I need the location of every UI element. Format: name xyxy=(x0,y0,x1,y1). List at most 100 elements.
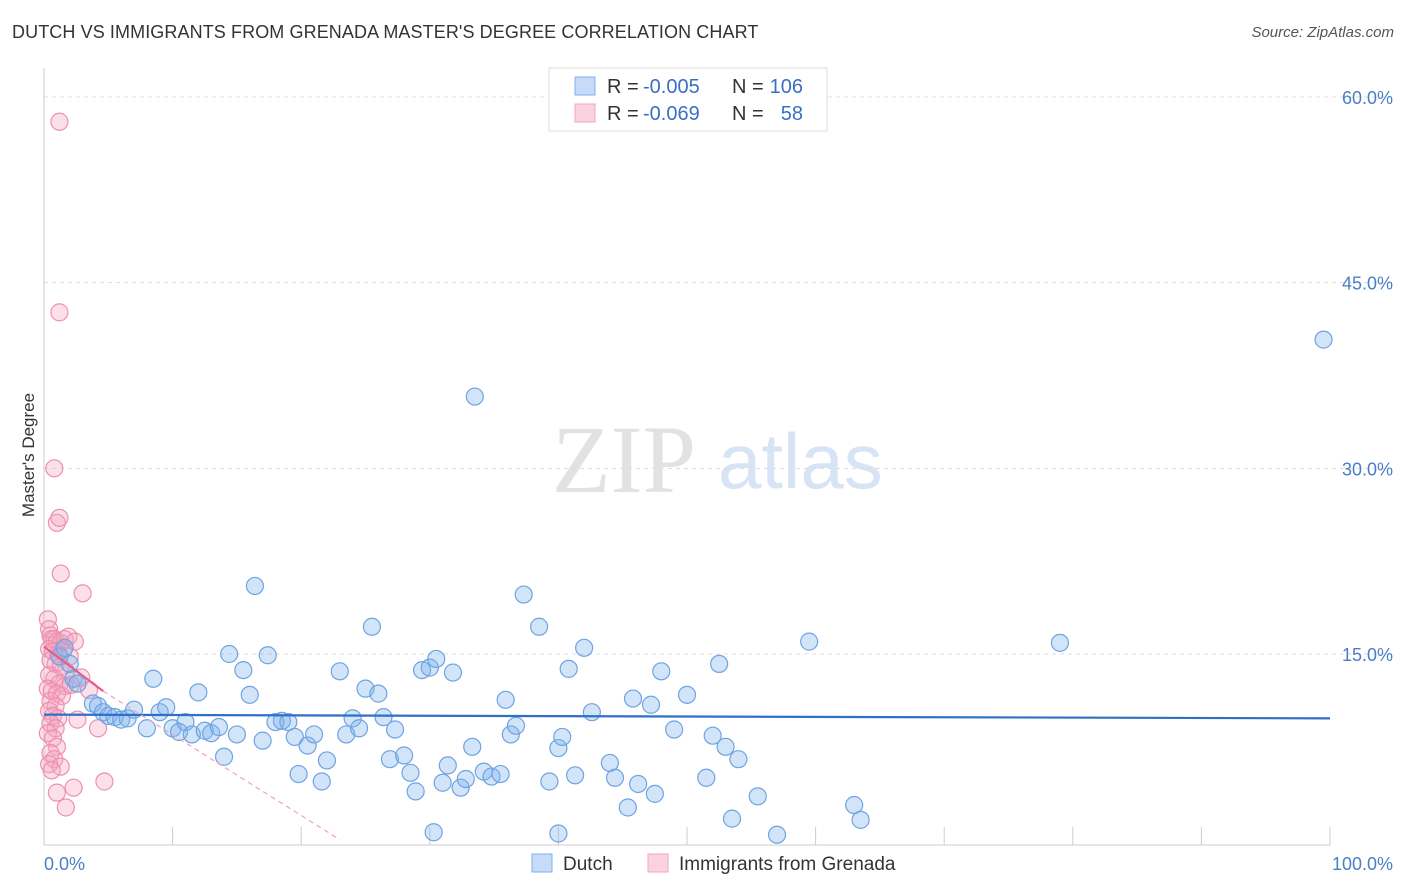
dutch-point-34 xyxy=(272,711,292,730)
dutch-point-37 xyxy=(289,764,308,784)
dutch-point-88 xyxy=(665,720,684,739)
dutch-point-38 xyxy=(298,736,317,755)
dutch-point-101 xyxy=(1314,330,1333,349)
grenada-point-47 xyxy=(51,757,70,776)
dutch-point-58 xyxy=(433,773,452,792)
dutch-point-75 xyxy=(553,727,572,747)
dutch-point-97 xyxy=(800,632,819,651)
grenada-point-54 xyxy=(88,719,108,738)
dutch-point-4 xyxy=(68,674,87,693)
dutch-point-77 xyxy=(566,766,585,785)
source-label: Source: ZipAtlas.com xyxy=(1251,24,1394,41)
dutch-point-82 xyxy=(618,798,637,817)
dutch-point-45 xyxy=(349,719,369,738)
dutch-point-1 xyxy=(55,638,74,657)
dutch-point-79 xyxy=(582,703,601,722)
dutch-point-99 xyxy=(851,810,870,829)
dutch-point-96 xyxy=(767,825,787,844)
dutch-point-52 xyxy=(394,746,414,765)
dutch-point-44 xyxy=(343,709,362,728)
grenada-trend-extension xyxy=(102,690,341,841)
tick-labels: 15.0% 30.0% 45.0% 60.0% 0.0% 100.0% xyxy=(44,88,1393,874)
stats-legend: R = -0.005 N = 106 R = -0.069 N = 58 xyxy=(548,67,828,132)
grenada-point-5 xyxy=(51,564,70,583)
dutch-point-59 xyxy=(438,756,457,775)
dutch-point-102 xyxy=(424,823,443,842)
dutch-point-41 xyxy=(317,751,337,770)
series-legend: Dutch Immigrants from Grenada xyxy=(531,853,896,875)
dutch-point-13 xyxy=(137,719,156,738)
bottom-legend-grenada: Immigrants from Grenada xyxy=(679,854,896,875)
chart-title: DUTCH VS IMMIGRANTS FROM GRENADA MASTER'… xyxy=(12,22,759,42)
legend-n-label-dutch: N = xyxy=(732,76,764,98)
dutch-point-73 xyxy=(540,772,559,791)
x-tick-label-0: 0.0% xyxy=(44,854,85,874)
legend-r-value-dutch: -0.005 xyxy=(643,76,700,98)
grenada-point-48 xyxy=(42,761,61,780)
dutch-point-48 xyxy=(369,684,388,703)
dutch-point-85 xyxy=(641,695,661,714)
legend-r-label-grenada: R = xyxy=(607,103,639,125)
dutch-point-95 xyxy=(748,787,767,806)
dutch-point-83 xyxy=(623,689,643,708)
grenada-trend-line xyxy=(43,645,104,693)
bottom-legend-swatch-grenada xyxy=(647,853,669,873)
dutch-point-62 xyxy=(456,769,475,789)
grenada-point-49 xyxy=(47,783,66,802)
grenada-point-3 xyxy=(47,513,66,532)
dutch-point-67 xyxy=(491,764,510,784)
dutch-point-57 xyxy=(427,649,446,669)
watermark-atlas: atlas xyxy=(718,417,883,505)
dutch-point-47 xyxy=(362,617,382,636)
grenada-point-52 xyxy=(95,772,114,791)
x-tick-label-1: 100.0% xyxy=(1332,854,1393,874)
dutch-point-29 xyxy=(240,685,259,704)
dutch-point-26 xyxy=(220,644,239,664)
dutch-point-68 xyxy=(496,690,515,709)
y-tick-label-0: 15.0% xyxy=(1342,645,1393,665)
dutch-point-51 xyxy=(385,720,405,739)
dutch-point-54 xyxy=(406,782,425,801)
dutch-point-14 xyxy=(144,669,163,688)
dutch-point-60 xyxy=(443,663,463,682)
dutch-points xyxy=(50,330,1333,844)
legend-n-label-grenada: N = xyxy=(732,103,764,125)
dutch-point-50 xyxy=(380,750,400,769)
dutch-point-61 xyxy=(451,778,470,797)
legend-n-value-grenada: 58 xyxy=(781,103,803,125)
bottom-legend-dutch: Dutch xyxy=(563,854,613,875)
legend-n-value-dutch: 106 xyxy=(770,76,803,98)
dutch-point-70 xyxy=(506,716,526,735)
dutch-point-90 xyxy=(697,768,716,787)
dutch-point-63 xyxy=(463,737,482,756)
grenada-point-51 xyxy=(64,778,83,797)
dutch-point-64 xyxy=(465,387,484,406)
grenada-point-0 xyxy=(50,112,69,131)
dutch-point-69 xyxy=(501,725,520,744)
trend-lines xyxy=(43,645,1331,841)
dutch-point-21 xyxy=(189,683,208,702)
watermark-zip: ZIP xyxy=(552,406,696,513)
dutch-point-32 xyxy=(258,646,277,665)
dutch-point-74 xyxy=(549,738,568,758)
grenada-point-45 xyxy=(45,750,64,769)
grenada-point-2 xyxy=(45,459,64,478)
dutch-point-16 xyxy=(157,698,176,717)
dutch-point-87 xyxy=(652,662,671,681)
grenada-point-41 xyxy=(38,724,57,743)
legend-r-label-dutch: R = xyxy=(607,76,639,98)
legend-swatch-grenada xyxy=(574,103,596,123)
dutch-point-27 xyxy=(227,725,246,744)
dutch-point-39 xyxy=(304,725,324,744)
dutch-point-94 xyxy=(729,750,748,769)
grenada-point-4 xyxy=(50,508,69,527)
dutch-point-36 xyxy=(285,727,304,747)
dutch-trend-line xyxy=(43,713,1331,720)
dutch-point-49 xyxy=(374,708,393,727)
legend-r-value-grenada: -0.069 xyxy=(643,103,700,125)
dutch-point-30 xyxy=(245,576,265,596)
dutch-point-72 xyxy=(530,617,549,636)
dutch-point-33 xyxy=(266,712,285,732)
dutch-point-28 xyxy=(234,660,253,680)
